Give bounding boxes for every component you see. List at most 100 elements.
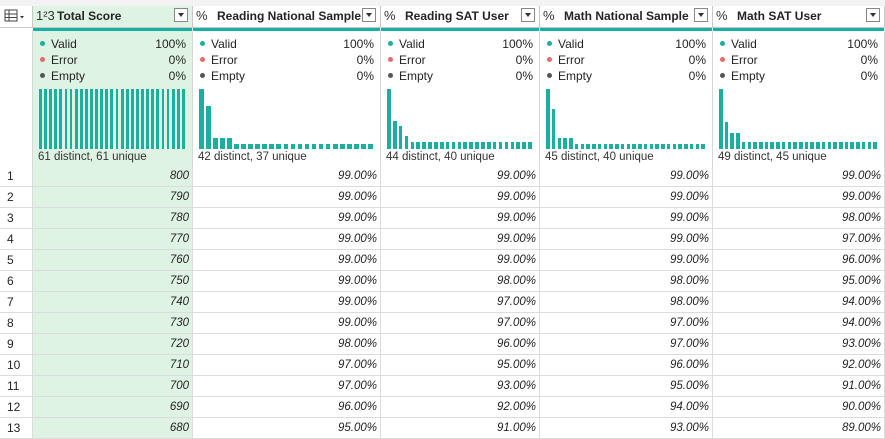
histogram-bar[interactable] — [181, 89, 185, 149]
table-cell[interactable]: 760 — [33, 250, 193, 271]
histogram-bar[interactable] — [105, 89, 109, 149]
column-header[interactable]: 1²3 Total Score — [33, 6, 193, 31]
column-filter-dropdown-icon[interactable] — [866, 8, 880, 22]
histogram-bar[interactable] — [498, 142, 503, 149]
table-cell[interactable]: 97.00% — [381, 313, 540, 334]
table-cell[interactable]: 800 — [33, 166, 193, 187]
histogram-bar[interactable] — [867, 141, 872, 149]
histogram-bar[interactable] — [59, 89, 63, 149]
histogram-bar[interactable] — [736, 133, 740, 149]
table-cell[interactable]: 91.00% — [381, 418, 540, 439]
histogram-bar[interactable] — [146, 89, 150, 149]
histogram-bar[interactable] — [276, 143, 282, 149]
row-number[interactable]: 12 — [0, 397, 33, 418]
histogram-bar[interactable] — [821, 141, 826, 149]
histogram-bar[interactable] — [603, 143, 607, 149]
histogram-bar[interactable] — [510, 142, 515, 149]
histogram-bar[interactable] — [318, 143, 324, 149]
histogram-bar[interactable] — [730, 133, 734, 149]
histogram-bar[interactable] — [311, 143, 317, 149]
histogram-bar[interactable] — [504, 142, 509, 149]
histogram-bar[interactable] — [248, 143, 254, 149]
table-cell[interactable]: 780 — [33, 208, 193, 229]
table-cell[interactable]: 95.00% — [193, 418, 381, 439]
column-filter-dropdown-icon[interactable] — [174, 8, 188, 22]
histogram-bar[interactable] — [115, 89, 119, 149]
histogram-bar[interactable] — [661, 143, 665, 149]
histogram-bar[interactable] — [416, 142, 421, 149]
histogram-bar[interactable] — [764, 141, 769, 149]
row-number[interactable]: 9 — [0, 334, 33, 355]
column-header[interactable]: % Reading National Sample — [193, 6, 381, 31]
table-cell[interactable]: 97.00% — [540, 313, 713, 334]
histogram-bar[interactable] — [684, 143, 688, 149]
table-cell[interactable]: 92.00% — [381, 397, 540, 418]
histogram-bar[interactable] — [84, 89, 88, 149]
table-cell[interactable]: 690 — [33, 397, 193, 418]
histogram-bar[interactable] — [304, 143, 310, 149]
table-cell[interactable]: 92.00% — [713, 355, 885, 376]
histogram-bar[interactable] — [445, 142, 450, 149]
histogram-bar[interactable] — [649, 143, 653, 149]
table-cell[interactable]: 98.00% — [381, 271, 540, 292]
column-filter-dropdown-icon[interactable] — [362, 8, 376, 22]
column-header[interactable]: % Math National Sample — [540, 6, 713, 31]
column-header[interactable]: % Reading SAT User — [381, 6, 540, 31]
histogram-bar[interactable] — [528, 142, 532, 149]
table-cell[interactable]: 97.00% — [713, 229, 885, 250]
histogram-bar[interactable] — [166, 89, 170, 149]
distribution-histogram[interactable] — [199, 89, 374, 149]
histogram-bar[interactable] — [827, 141, 832, 149]
histogram-bar[interactable] — [781, 141, 786, 149]
histogram-bar[interactable] — [213, 138, 218, 149]
histogram-bar[interactable] — [615, 143, 619, 149]
table-cell[interactable]: 94.00% — [713, 313, 885, 334]
histogram-bar[interactable] — [457, 142, 462, 149]
table-cell[interactable]: 99.00% — [193, 208, 381, 229]
histogram-bar[interactable] — [776, 141, 780, 149]
histogram-bar[interactable] — [176, 89, 180, 149]
table-cell[interactable]: 99.00% — [193, 187, 381, 208]
histogram-bar[interactable] — [206, 105, 211, 149]
table-cell[interactable]: 99.00% — [540, 166, 713, 187]
histogram-bar[interactable] — [269, 143, 275, 149]
table-cell[interactable]: 98.00% — [193, 334, 381, 355]
histogram-bar[interactable] — [793, 141, 797, 149]
histogram-bar[interactable] — [463, 142, 468, 149]
histogram-bar[interactable] — [839, 141, 843, 149]
histogram-bar[interactable] — [439, 142, 444, 149]
histogram-bar[interactable] — [850, 141, 854, 149]
histogram-bar[interactable] — [332, 143, 338, 149]
histogram-bar[interactable] — [586, 143, 590, 149]
histogram-bar[interactable] — [638, 143, 642, 149]
row-number[interactable]: 7 — [0, 292, 33, 313]
table-cell[interactable]: 99.00% — [193, 166, 381, 187]
histogram-bar[interactable] — [724, 122, 729, 149]
table-cell[interactable]: 94.00% — [713, 292, 885, 313]
histogram-bar[interactable] — [234, 143, 239, 149]
table-cell[interactable]: 710 — [33, 355, 193, 376]
table-cell[interactable]: 99.00% — [381, 187, 540, 208]
histogram-bar[interactable] — [79, 89, 83, 149]
histogram-bar[interactable] — [368, 143, 373, 149]
histogram-bar[interactable] — [574, 143, 579, 149]
histogram-bar[interactable] — [220, 138, 225, 149]
histogram-bar[interactable] — [199, 89, 204, 149]
histogram-bar[interactable] — [339, 143, 345, 149]
histogram-bar[interactable] — [804, 141, 809, 149]
distribution-histogram[interactable] — [39, 89, 186, 149]
histogram-bar[interactable] — [569, 137, 573, 149]
table-cell[interactable]: 99.00% — [540, 250, 713, 271]
table-cell[interactable]: 99.00% — [381, 229, 540, 250]
histogram-bar[interactable] — [325, 143, 331, 149]
histogram-bar[interactable] — [666, 143, 671, 149]
histogram-bar[interactable] — [255, 143, 261, 149]
row-number[interactable]: 2 — [0, 187, 33, 208]
table-cell[interactable]: 93.00% — [540, 418, 713, 439]
table-cell[interactable]: 99.00% — [713, 187, 885, 208]
table-cell[interactable]: 99.00% — [193, 292, 381, 313]
table-cell[interactable]: 98.00% — [540, 292, 713, 313]
histogram-bar[interactable] — [141, 89, 144, 149]
percentage-type-icon[interactable]: % — [543, 8, 555, 23]
table-cell[interactable]: 95.00% — [381, 355, 540, 376]
